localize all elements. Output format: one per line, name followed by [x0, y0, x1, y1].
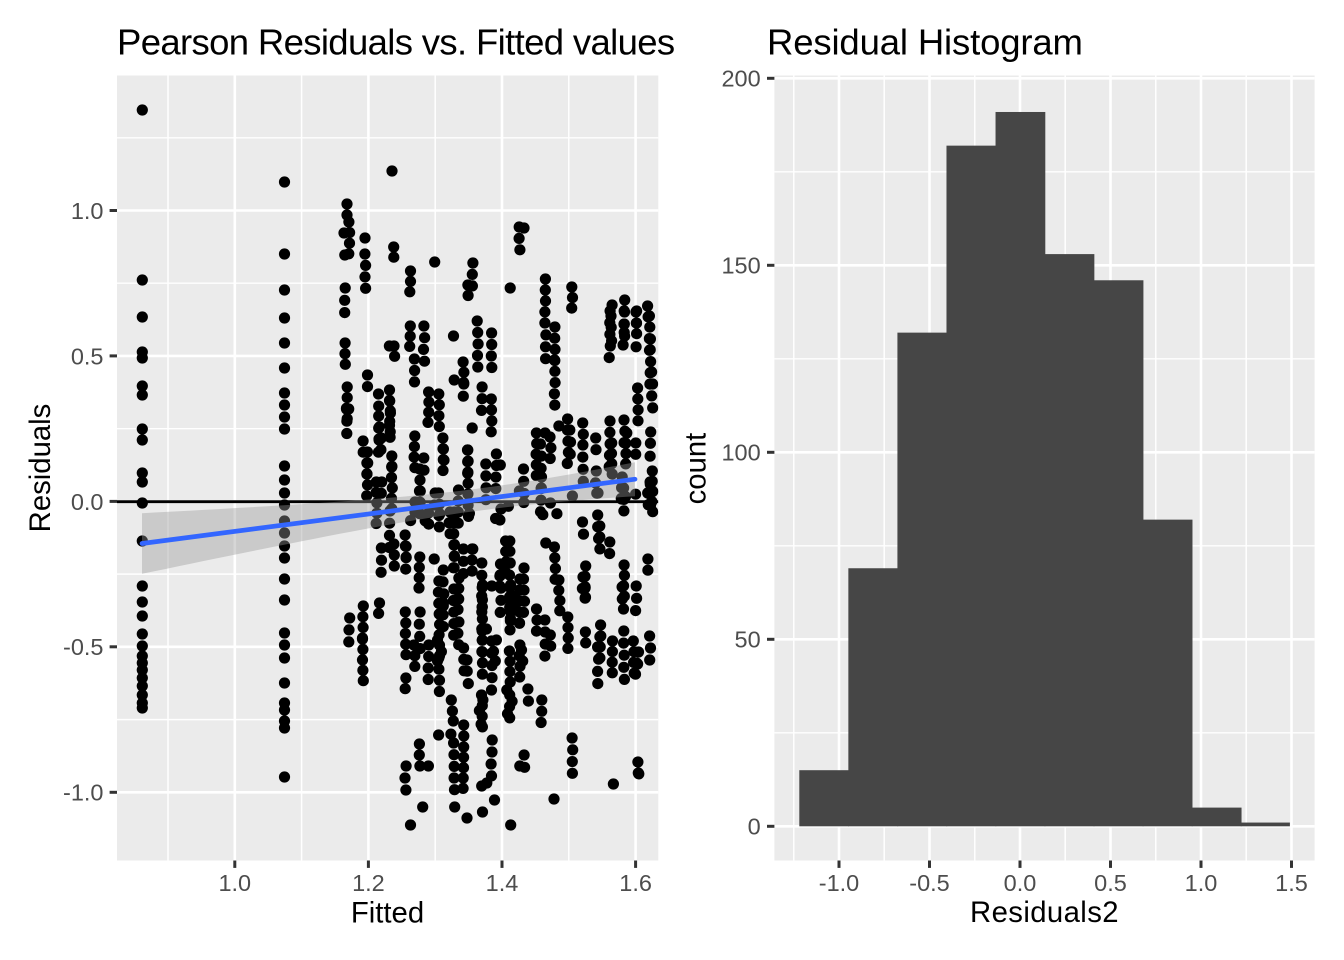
svg-text:200: 200	[721, 66, 760, 92]
svg-text:1.0: 1.0	[71, 198, 104, 224]
svg-text:150: 150	[721, 253, 760, 279]
svg-text:Pearson Residuals vs. Fitted v: Pearson Residuals vs. Fitted values	[117, 22, 674, 63]
svg-text:1.5: 1.5	[1275, 870, 1308, 896]
svg-text:-0.5: -0.5	[63, 634, 104, 660]
svg-text:count: count	[680, 433, 713, 505]
svg-text:0.5: 0.5	[71, 343, 104, 369]
svg-text:0.5: 0.5	[1094, 870, 1127, 896]
svg-text:1.0: 1.0	[218, 870, 251, 896]
svg-text:-0.5: -0.5	[909, 870, 950, 896]
svg-text:Fitted: Fitted	[351, 897, 424, 930]
svg-text:-1.0: -1.0	[63, 780, 104, 806]
svg-text:1.6: 1.6	[619, 870, 652, 896]
svg-text:Residuals2: Residuals2	[970, 896, 1119, 929]
svg-text:0: 0	[748, 814, 761, 840]
svg-text:Residual Histogram: Residual Histogram	[767, 22, 1083, 63]
svg-text:50: 50	[735, 627, 761, 653]
svg-text:Residuals: Residuals	[24, 404, 57, 533]
svg-text:-1.0: -1.0	[819, 870, 860, 896]
svg-text:0.0: 0.0	[1004, 870, 1037, 896]
svg-text:0.0: 0.0	[71, 489, 104, 515]
svg-text:1.0: 1.0	[1185, 870, 1218, 896]
svg-text:1.4: 1.4	[486, 870, 519, 896]
svg-text:100: 100	[721, 440, 760, 466]
svg-text:1.2: 1.2	[352, 870, 385, 896]
